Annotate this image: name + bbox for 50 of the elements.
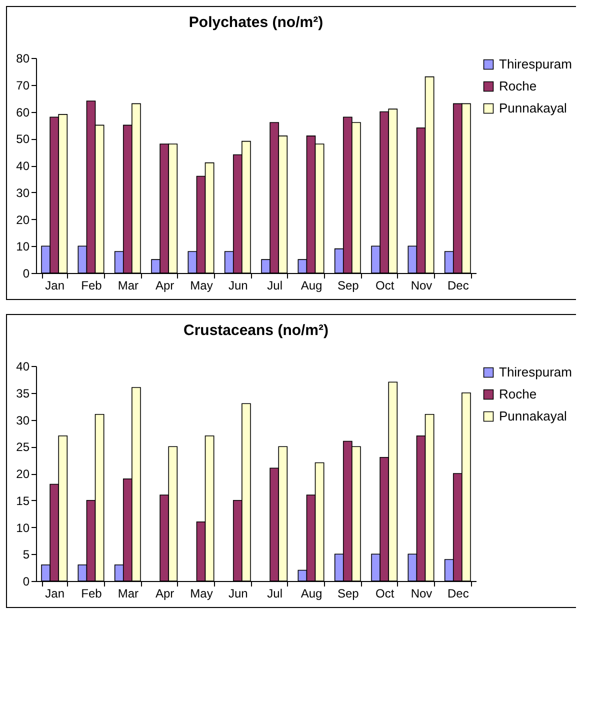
x-tick-label: Apr [155, 586, 174, 600]
y-tick-label: 20 [16, 212, 30, 227]
y-tick-label: 0 [22, 266, 30, 280]
x-tick-label: Mar [118, 278, 139, 292]
x-tick-label: Oct [375, 278, 395, 292]
legend-label: Thirespuram [499, 56, 572, 72]
x-tick-label: May [190, 586, 213, 600]
y-tick-label: 30 [16, 413, 30, 428]
y-tick-label: 25 [16, 440, 30, 454]
chart-title: Crustaceans (no/m²) [183, 322, 329, 339]
y-tick-label: 0 [22, 574, 30, 588]
y-tick-label: 70 [16, 78, 30, 92]
x-tick-label: Jan [45, 586, 65, 600]
x-tick-label: Jun [228, 278, 248, 292]
x-tick-label: Dec [447, 586, 469, 600]
x-tick-label: Sep [337, 278, 360, 292]
y-tick-label: 40 [16, 159, 30, 173]
x-tick-label: Dec [447, 278, 469, 292]
x-tick-label: Feb [81, 278, 102, 292]
y-tick-label: 15 [16, 494, 30, 508]
x-tick-label: Apr [155, 278, 174, 292]
x-tick-label: Aug [300, 278, 322, 292]
y-tick-label: 20 [16, 467, 30, 481]
x-tick-label: Oct [375, 586, 395, 600]
x-tick-label: Nov [410, 586, 432, 600]
y-tick-label: 10 [16, 520, 30, 535]
x-tick-label: Feb [81, 586, 102, 600]
x-tick-label: Jan [45, 278, 65, 292]
legend-label: Punnakayal [499, 100, 568, 116]
x-tick-label: Sep [337, 586, 360, 600]
x-tick-label: Mar [118, 586, 139, 600]
y-tick-label: 30 [16, 186, 30, 200]
y-tick-label: 80 [16, 52, 30, 66]
x-tick-label: Jul [267, 586, 283, 600]
x-tick-label: Nov [410, 278, 432, 292]
x-tick-label: Jul [267, 278, 283, 292]
y-tick-label: 40 [16, 360, 30, 374]
y-tick-label: 35 [16, 386, 30, 400]
y-tick-label: 10 [16, 240, 30, 254]
x-tick-label: May [190, 278, 213, 292]
x-tick-label: Aug [300, 586, 322, 600]
legend-label: Roche [499, 386, 537, 402]
y-tick-label: 50 [16, 132, 30, 146]
y-tick-label: 5 [22, 548, 30, 562]
x-tick-label: Jun [228, 586, 248, 600]
legend-label: Thirespuram [499, 364, 572, 380]
legend-label: Roche [499, 78, 537, 94]
legend-label: Punnakayal [499, 408, 568, 424]
y-tick-label: 60 [16, 105, 30, 120]
chart-title: Polychates (no/m²) [188, 14, 324, 31]
